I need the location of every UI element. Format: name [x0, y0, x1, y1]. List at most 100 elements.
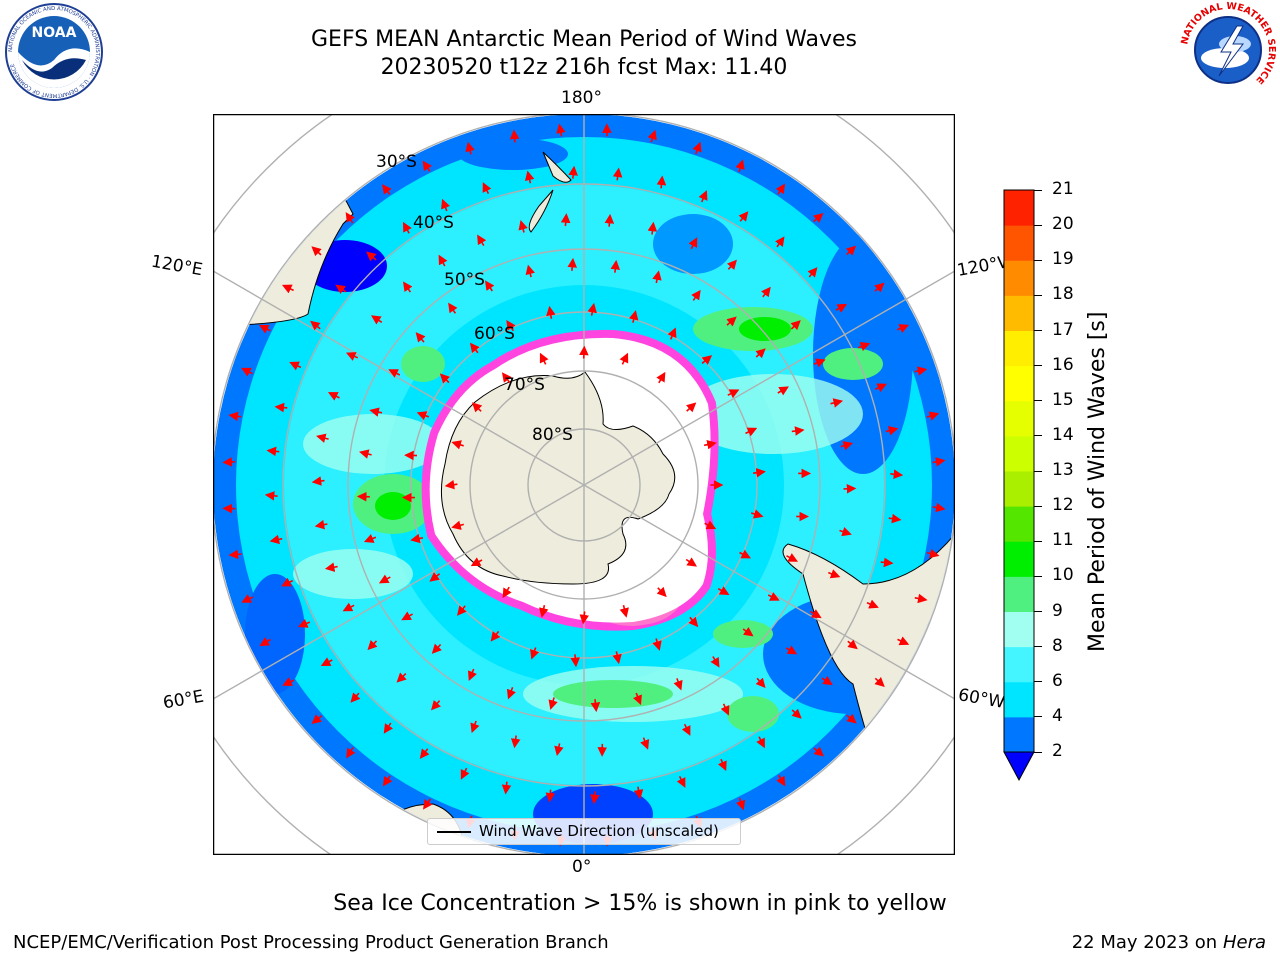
wave-direction-arrow — [282, 677, 295, 686]
wave-direction-arrow — [633, 786, 644, 800]
colorbar-tick-label: 10 — [1052, 565, 1074, 586]
map-legend: Wind Wave Direction (unscaled) — [427, 818, 741, 845]
wave-direction-arrow — [370, 315, 383, 325]
colorbar-tick-mark — [1034, 365, 1042, 367]
colorbar-tick-label: 9 — [1052, 600, 1063, 621]
colorbar-tick-mark — [1034, 540, 1042, 542]
wave-direction-arrow — [897, 636, 910, 646]
wave-direction-arrow — [847, 639, 858, 650]
wave-direction-arrow — [821, 675, 833, 686]
wave-direction-arrow — [269, 534, 283, 545]
colorbar-tick-label: 8 — [1052, 635, 1063, 656]
wave-direction-arrow — [419, 748, 430, 759]
wave-direction-arrow — [350, 692, 361, 703]
colorbar-tick-mark — [1034, 611, 1042, 612]
lon-label-180: 180° — [561, 88, 602, 108]
wave-direction-arrow — [518, 220, 528, 233]
colorbar-tick-label: 11 — [1052, 530, 1074, 551]
wave-direction-arrow — [470, 720, 480, 734]
wave-direction-arrow — [777, 386, 789, 396]
wave-direction-arrow — [736, 797, 746, 811]
colorbar-tick-label: 18 — [1052, 284, 1074, 305]
lat-label-50s: 50°S — [444, 270, 485, 290]
wave-direction-arrow — [502, 586, 512, 599]
wave-direction-arrow — [656, 586, 667, 598]
colorbar-band — [1004, 541, 1034, 577]
wave-direction-arrow — [546, 305, 556, 319]
wave-direction-arrow — [632, 692, 642, 706]
wave-direction-arrow — [470, 557, 483, 567]
footer-host: Hera — [1222, 932, 1266, 953]
wave-direction-arrow — [297, 618, 311, 628]
colorbar — [1003, 189, 1035, 782]
wave-direction-arrow — [363, 533, 377, 543]
colorbar-band — [1004, 260, 1034, 296]
wave-direction-arrow — [685, 402, 697, 413]
wave-direction-arrow — [704, 520, 717, 530]
wave-direction-arrow — [835, 303, 848, 313]
colorbar-tick-label: 17 — [1052, 319, 1074, 340]
wave-direction-arrow — [750, 509, 764, 519]
colorbar-extend — [1003, 751, 1035, 782]
polar-map — [213, 114, 955, 855]
wave-direction-arrow — [691, 289, 701, 301]
wave-direction-arrow — [647, 221, 658, 235]
colorbar-tick-label: 6 — [1052, 670, 1063, 691]
wave-direction-arrow — [324, 562, 338, 572]
wave-direction-arrow — [567, 257, 577, 271]
wave-direction-arrow — [342, 602, 355, 612]
wave-direction-arrow — [320, 657, 333, 666]
lat-label-70s: 70°S — [504, 375, 545, 395]
wave-direction-arrow — [786, 553, 799, 562]
sea-ice-note: Sea Ice Concentration > 15% is shown in … — [333, 891, 947, 916]
wave-direction-arrow — [885, 426, 899, 436]
wave-direction-arrow — [767, 592, 780, 601]
wave-direction-arrow — [738, 211, 749, 222]
wave-direction-arrow — [628, 310, 639, 323]
legend-label: Wind Wave Direction (unscaled) — [479, 822, 719, 840]
wave-direction-arrow — [471, 402, 483, 413]
lon-label-0: 0° — [572, 857, 592, 877]
lat-label-80s: 80°S — [532, 425, 573, 445]
wave-direction-arrow — [926, 411, 940, 421]
wave-direction-arrow — [431, 699, 441, 711]
wave-direction-arrow — [545, 789, 556, 803]
wave-direction-arrow — [587, 302, 597, 316]
wave-direction-arrow — [258, 324, 271, 334]
wave-direction-arrow — [857, 342, 871, 352]
wave-direction-arrow — [460, 767, 470, 780]
wave-direction-arrow — [422, 798, 433, 810]
wave-direction-arrow — [311, 714, 323, 725]
wave-direction-arrow — [590, 791, 600, 805]
lat-label-40s: 40°S — [413, 213, 454, 233]
wave-direction-arrow — [506, 687, 516, 700]
wave-direction-arrow — [813, 213, 824, 223]
colorbar-band — [1004, 435, 1034, 472]
wave-direction-arrow — [845, 245, 857, 256]
wave-direction-arrow — [530, 647, 540, 660]
colorbar-band — [1004, 646, 1034, 683]
wave-direction-arrow — [703, 439, 717, 450]
wave-direction-arrow — [692, 141, 702, 155]
wave-direction-arrow — [359, 449, 372, 459]
graticule — [213, 114, 955, 855]
wave-direction-arrow — [720, 703, 730, 716]
colorbar-tick-label: 2 — [1052, 741, 1063, 761]
wave-direction-arrow — [926, 548, 940, 559]
wave-direction-arrow — [726, 316, 737, 327]
wave-direction-arrow — [241, 594, 254, 603]
wave-direction-arrow — [388, 369, 401, 378]
colorbar-tick-mark — [1034, 505, 1042, 507]
wave-direction-arrow — [619, 605, 629, 618]
colorbar-band — [1004, 295, 1034, 331]
wave-direction-arrow — [369, 407, 383, 417]
wave-direction-arrow — [539, 352, 549, 365]
wave-direction-arrow — [345, 212, 355, 224]
wave-direction-arrow — [501, 781, 512, 795]
wave-direction-arrow — [485, 280, 495, 292]
wave-direction-arrow — [710, 656, 720, 668]
wave-direction-arrow — [739, 549, 752, 559]
colorbar-tick-mark — [1034, 716, 1042, 718]
wave-direction-arrow — [579, 611, 590, 625]
wave-direction-arrow — [830, 398, 844, 408]
